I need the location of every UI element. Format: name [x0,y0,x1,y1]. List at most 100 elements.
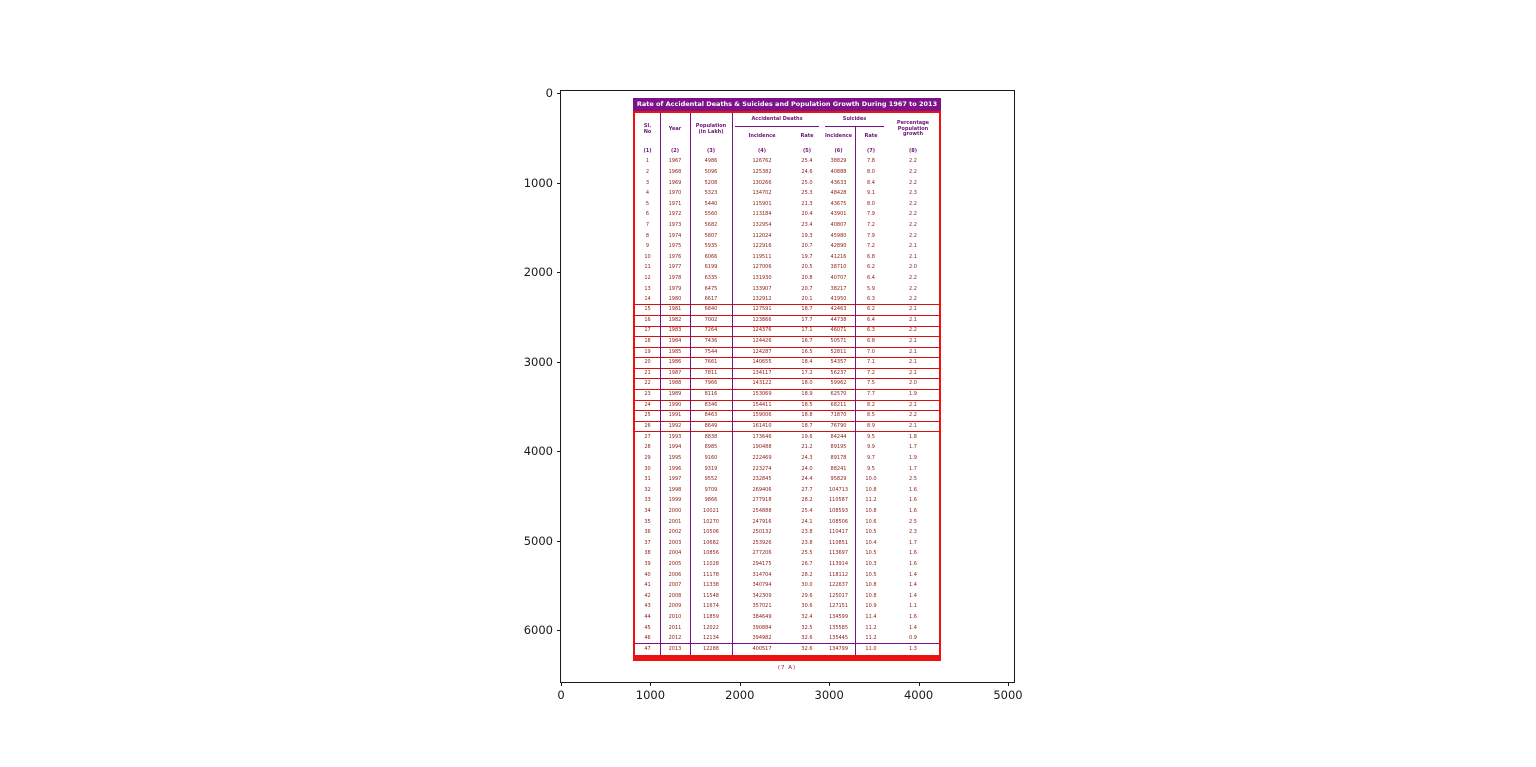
table-cell: 24 [644,401,651,408]
table-cell: 1976 [668,253,682,260]
table-cell: 30 [644,465,651,472]
table-cell: 247916 [752,518,772,525]
table-cell: 24.1 [801,518,813,525]
table-cell: 135445 [828,634,849,641]
table-cell: 7661 [704,359,718,366]
table-cell: 123866 [752,316,772,323]
table-cell: 18.0 [801,380,813,387]
y-tick-label: 4000 [523,444,553,458]
table-cell: 7264 [704,327,718,334]
table-cell: 1972 [668,211,682,218]
table-cell: 6.4 [867,316,875,323]
table-cell: 1.4 [909,582,917,589]
table-cell: 254888 [752,508,772,515]
table-cell: 8.0 [867,169,875,176]
table-cell: 104713 [828,486,849,493]
table-row: 11 1977 6199 127006 20.5 38710 6.2 2.0 [635,263,939,274]
table-cell: 161410 [752,422,772,429]
table-cell: 11338 [703,582,719,589]
table-row: 15 1981 6840 127591 18.7 42463 6.2 2.1 [635,305,939,316]
table-cell: 1981 [668,306,682,313]
table-cell: 2.2 [909,412,917,419]
table-cell: 1987 [668,369,682,376]
table-cell: 41216 [830,253,847,260]
table-row: 32 1998 9709 269406 27.7 104713 10.8 1.6 [635,485,939,496]
y-tick-label: 6000 [523,623,553,637]
table-cell: 1.9 [909,390,917,397]
table-cell: 277206 [752,550,772,557]
table-cell: 2.2 [909,169,917,176]
table-cell: 11.2 [865,624,877,631]
table-row: 7 1973 5682 132954 23.4 40807 7.2 2.2 [635,221,939,232]
table-cell: 20.7 [801,243,813,250]
table-cell: 133907 [752,285,772,292]
table-cell: 2001 [668,518,682,525]
column-separator-line [690,113,691,655]
table-cell: 35 [644,518,651,525]
table-cell: 59962 [830,380,847,387]
table-row: 31 1997 9552 232845 24.4 95829 10.0 2.5 [635,475,939,486]
table-cell: 71870 [830,412,847,419]
table-cell: 29 [644,455,651,462]
table-cell: 1998 [668,486,682,493]
table-row: 13 1979 6475 133907 20.7 38217 5.9 2.2 [635,284,939,295]
table-row: 38 2004 10856 277206 25.5 113697 10.5 1.6 [635,549,939,560]
table-cell: 38217 [830,285,847,292]
table-row: 41 2007 11338 340794 30.0 122637 10.8 1.4 [635,581,939,592]
table-cell: 28 [644,444,651,451]
table-cell: 20.4 [801,211,813,218]
table-row: 4 1970 5323 134702 25.3 48428 9.1 2.3 [635,189,939,200]
header-accidental-deaths-group: Accidental Deaths [735,113,819,127]
y-tick-mark [557,93,561,94]
table-cell: 8 [645,232,650,239]
table-cell: 41950 [830,295,847,302]
x-tick-mark [739,682,741,686]
table-cell: 43901 [830,211,847,218]
table-cell: 2.5 [909,476,917,483]
table-cell: 68211 [830,401,847,408]
table-cell: 2012 [668,634,682,641]
statistics-table-image: Rate of Accidental Deaths & Suicides and… [633,98,941,671]
x-tick-label: 3000 [814,688,844,702]
table-cell: 269406 [752,486,772,493]
table-cell: 400517 [752,645,772,652]
table-cell: 2.1 [909,253,917,260]
table-cell: 2.1 [909,243,917,250]
table-cell: 8.0 [867,200,875,207]
column-number: (6) [834,147,843,154]
table-cell: 394982 [752,634,772,641]
table-cell: 2.3 [909,190,917,197]
table-cell: 6199 [704,264,718,271]
header-population: Population (in Lakh) [695,122,727,135]
table-row: 23 1989 8116 153069 18.9 62570 7.7 1.9 [635,390,939,401]
table-cell: 28.2 [801,571,813,578]
table-cell: 1.7 [909,539,917,546]
table-cell: 40807 [830,221,847,228]
table-cell: 5 [645,200,650,207]
table-cell: 132912 [752,295,772,302]
table-cell: 2.1 [909,401,917,408]
table-cell: 6.2 [867,306,875,313]
table-cell: 1997 [668,476,682,483]
table-cell: 124287 [752,348,772,355]
table-cell: 9 [645,243,650,250]
table-cell: 125017 [828,592,849,599]
table-cell: 10.8 [865,486,877,493]
table-cell: 42890 [830,243,847,250]
table-cell: 9552 [704,476,718,483]
table-cell: 2011 [668,624,682,631]
table-cell: 5440 [704,200,718,207]
table-cell: 62570 [830,390,847,397]
table-cell: 7.7 [867,390,875,397]
table-cell: 135585 [828,624,849,631]
table-cell: 134702 [752,190,772,197]
table-cell: 32.4 [801,613,813,620]
table-cell: 1.4 [909,571,917,578]
table-cell: 2004 [668,550,682,557]
table-cell: 11548 [703,592,719,599]
table-cell: 29.6 [801,592,813,599]
table-cell: 2.5 [909,518,917,525]
table-cell: 44738 [830,316,847,323]
table-row: 14 1980 6617 132912 20.1 41950 6.3 2.2 [635,295,939,306]
table-cell: 40888 [830,169,847,176]
